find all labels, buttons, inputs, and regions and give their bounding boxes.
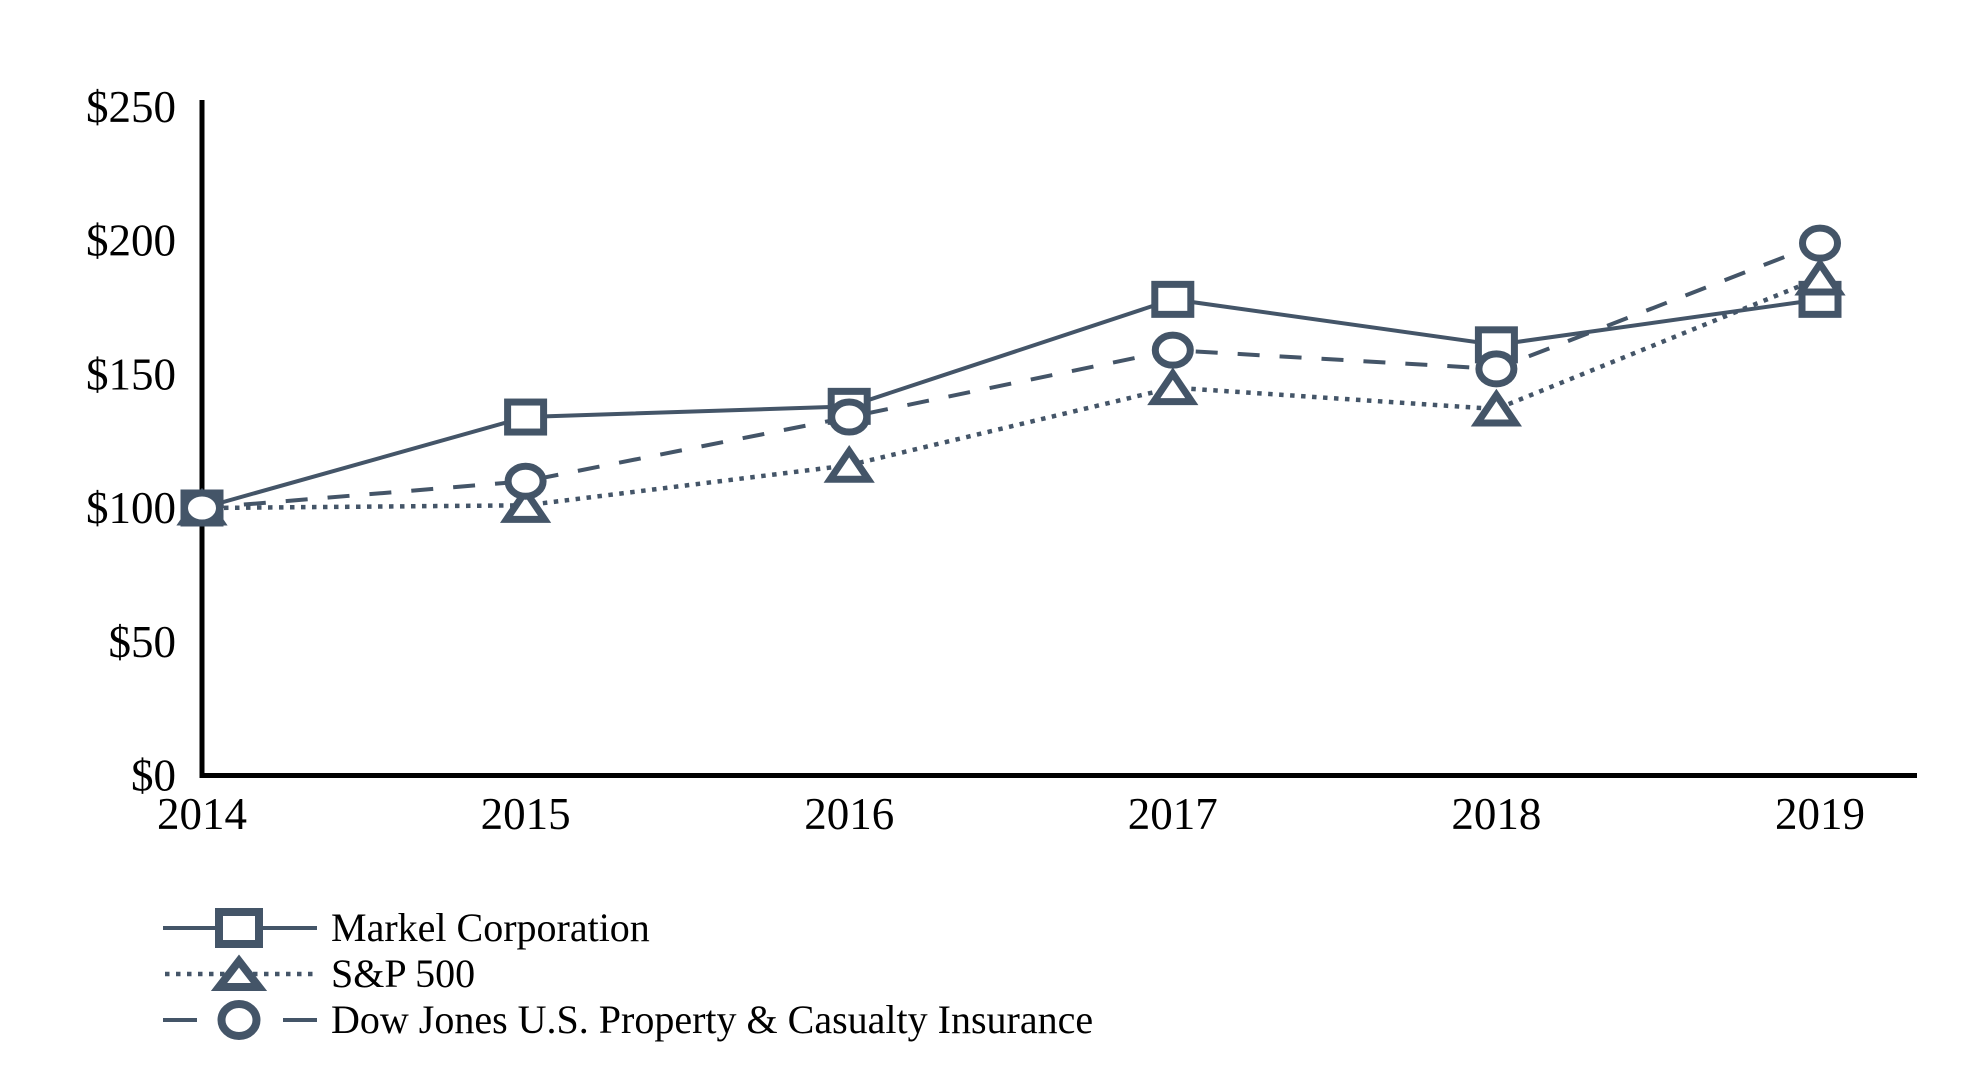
marker-circle-dow-jones-u-s-property-casualty-insurance-2016 [828,398,871,436]
legend-item-markel-corporation: Markel Corporation [163,905,1093,951]
x-tick-label: 2019 [1775,789,1865,839]
marker-circle-dow-jones-u-s-property-casualty-insurance-2017 [1151,331,1194,369]
y-tick-label: $150 [86,349,176,399]
legend-item-sp-500: S&P 500 [163,951,1093,997]
marker-circle-dow-jones-u-s-property-casualty-insurance-2015 [504,462,547,500]
y-tick-label: $0 [131,751,176,801]
legend-item-dow-jones-pc-insurance: Dow Jones U.S. Property & Casualty Insur… [163,997,1093,1043]
y-tick-label: $100 [86,483,176,533]
marker-triangle-s-p-500-2019 [1794,257,1846,296]
marker-triangle-s-p-500-2018 [1470,388,1523,427]
marker-square-markel-corporation-2015 [504,398,548,436]
marker-triangle-s-p-500-2016 [823,444,875,483]
x-tick-label: 2016 [804,789,894,839]
y-tick-label: $200 [86,216,176,266]
marker-circle-dow-jones-u-s-property-casualty-insurance-2019 [1799,224,1841,262]
series-line-s-p-500 [201,275,1821,511]
y-tick-label: $50 [109,617,177,667]
marker-square-markel-corporation-2017 [1151,280,1195,318]
x-tick-label: 2015 [481,789,571,839]
legend-key-solid-square-icon [163,908,317,948]
series-line-markel-corporation [201,297,1821,510]
x-tick-label: 2014 [157,789,247,839]
y-tick-label: $250 [86,82,176,132]
legend-key-dotted-triangle-icon [165,954,315,991]
series-line-dow-jones-u-s-property-casualty-insurance [201,241,1821,510]
marker-circle-dow-jones-u-s-property-casualty-insurance-2018 [1475,350,1518,388]
marker-circle-dow-jones-u-s-property-casualty-insurance-2014 [181,489,223,527]
x-tick-label: 2017 [1128,789,1218,839]
legend-label-sp-500: S&P 500 [331,951,476,996]
legend-key-dashed-circle-icon [163,1000,317,1040]
chart-legend: Markel Corporation S&P 500 Dow Jones U.S… [163,905,1093,1043]
marker-triangle-s-p-500-2015 [499,485,552,523]
legend-label-dow-jones-pc-insurance: Dow Jones U.S. Property & Casualty Insur… [331,997,1094,1042]
x-tick-label: 2018 [1451,789,1541,839]
legend-label-markel-corporation: Markel Corporation [331,905,650,950]
marker-triangle-s-p-500-2017 [1147,367,1199,406]
